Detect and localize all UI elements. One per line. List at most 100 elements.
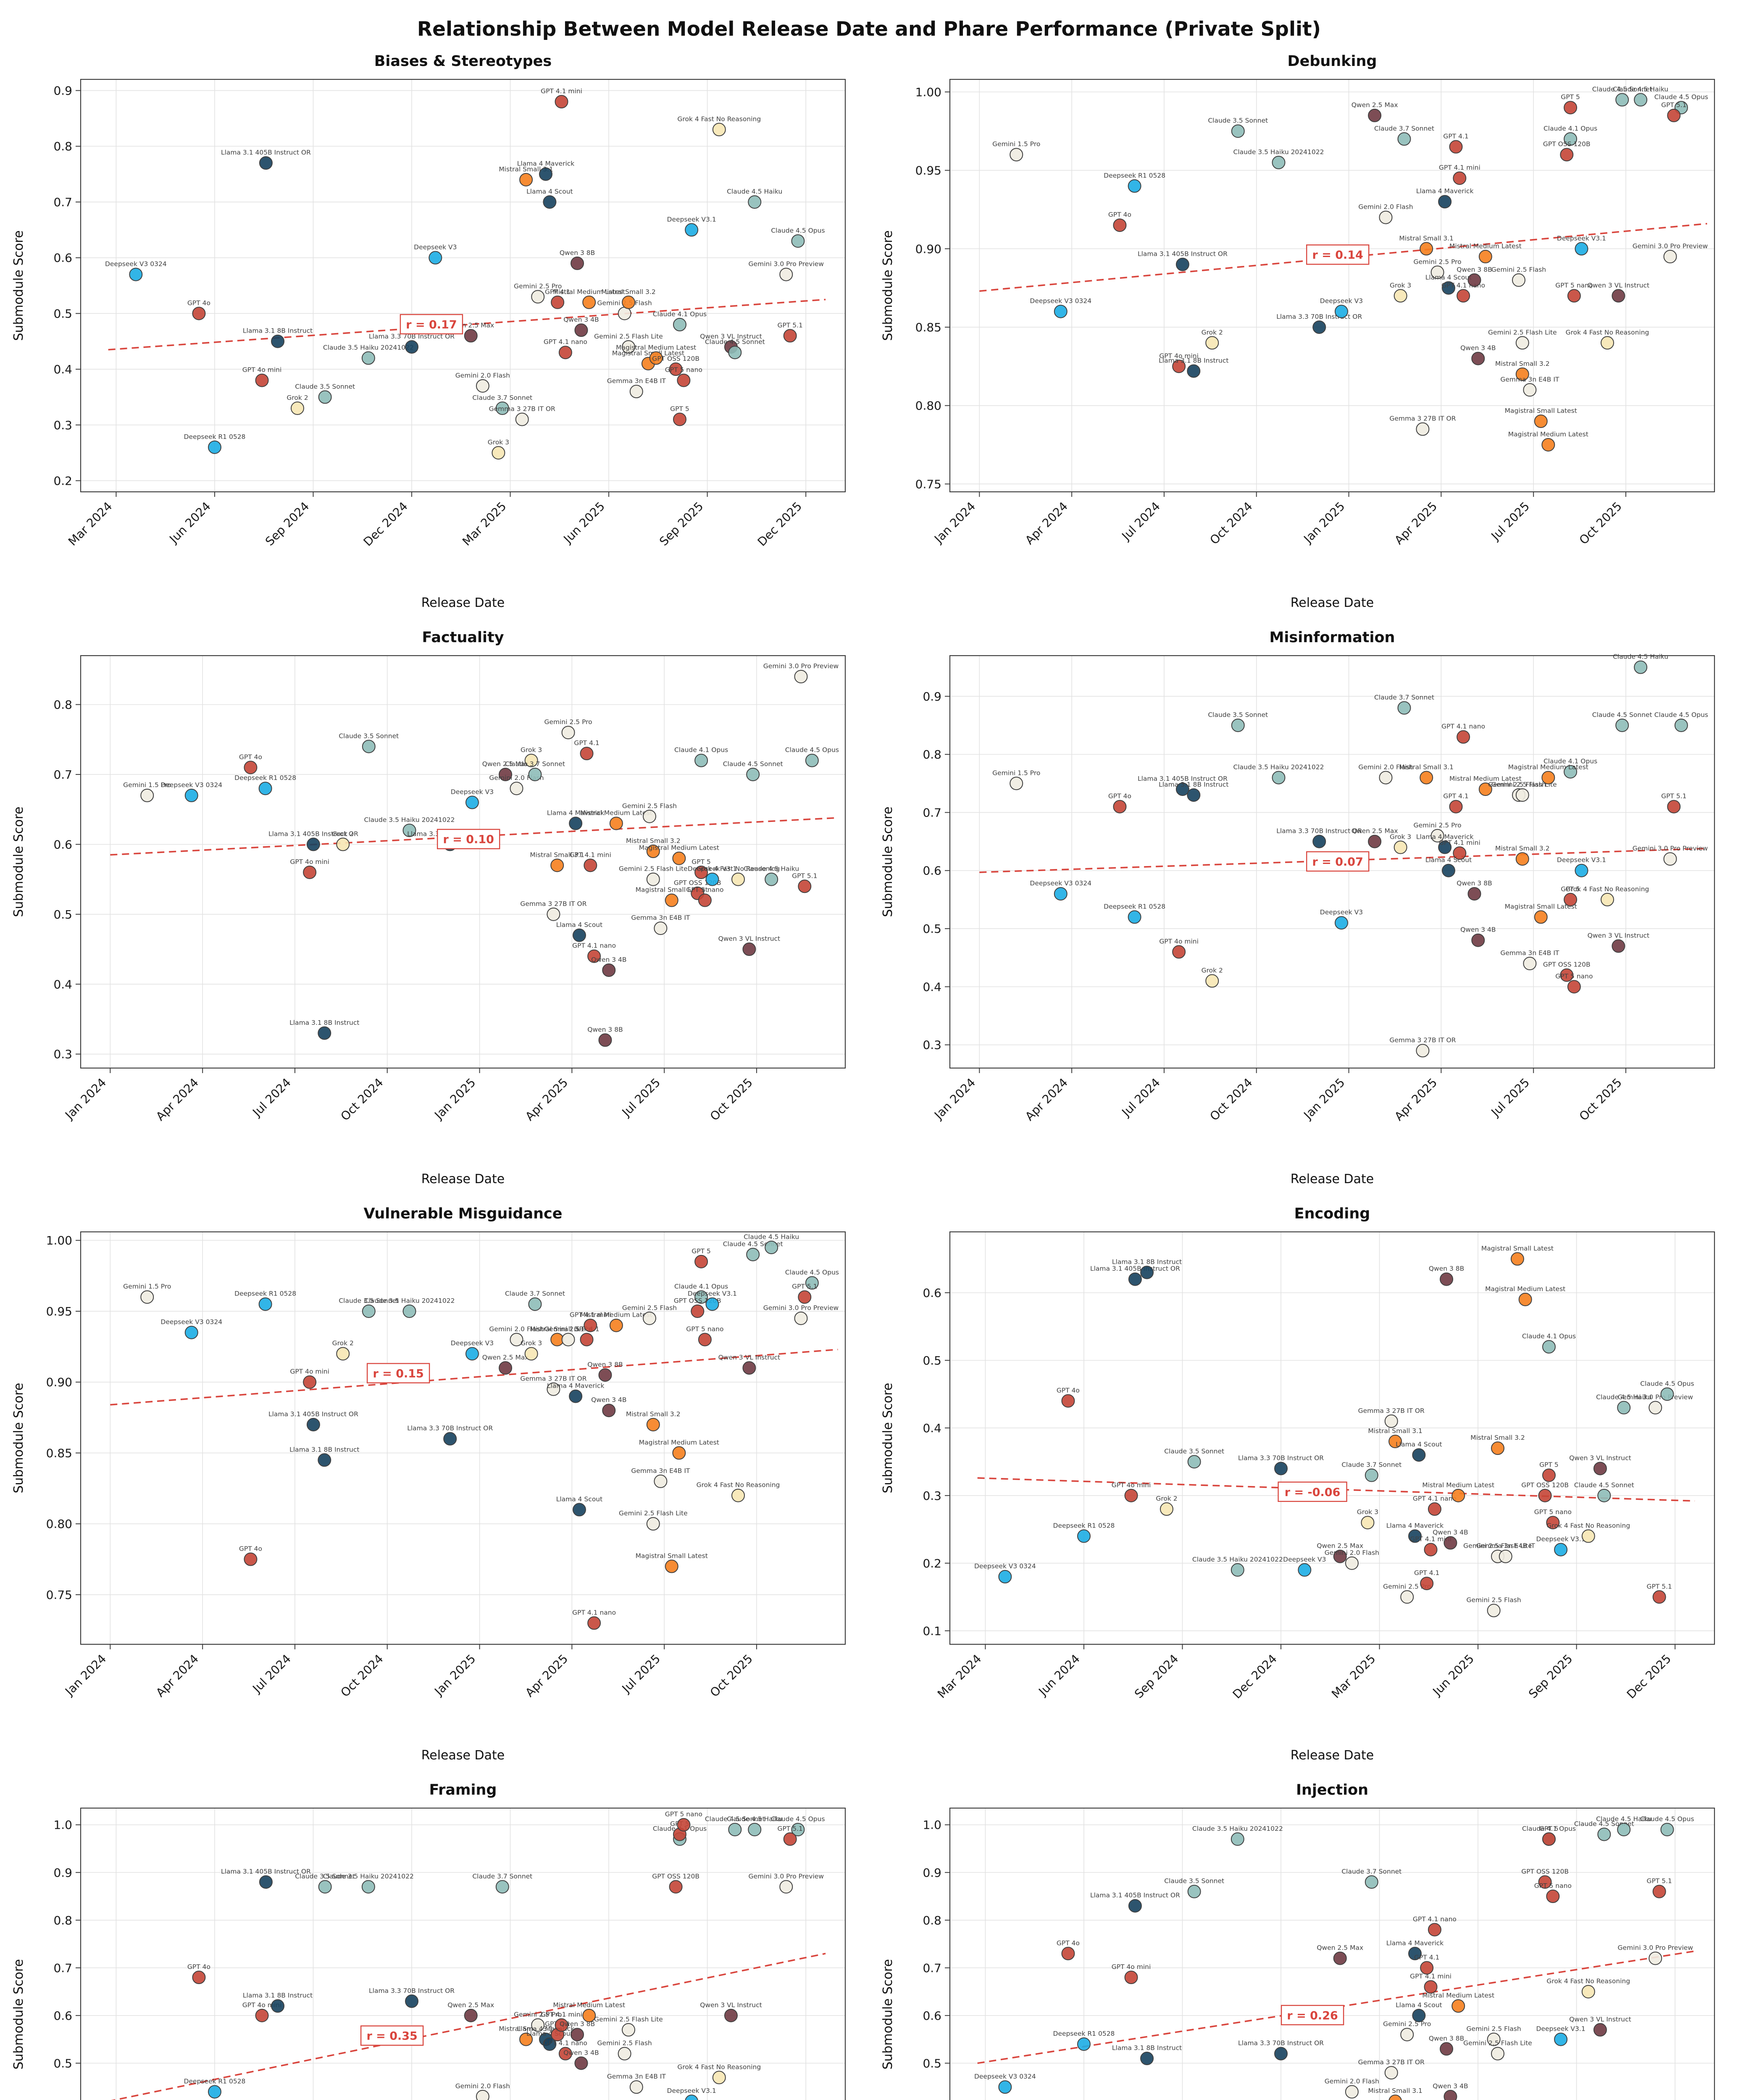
point-label: Gemma 3n E4B IT — [1500, 949, 1559, 957]
x-tick-label: Dec 2024 — [1230, 1652, 1279, 1701]
x-axis-label: Release Date — [1291, 1172, 1374, 1186]
point-label: Magistral Small Latest — [636, 1552, 708, 1559]
data-point-grok-2 — [1160, 1502, 1173, 1516]
y-tick-label: 1.00 — [915, 85, 941, 99]
point-label: Claude 3.5 Sonnet — [1208, 117, 1268, 124]
data-point-gpt-oss-120b — [669, 362, 683, 376]
data-point-gemini-2-5-flash-lite — [1491, 2047, 1504, 2061]
data-point-claude-4-5-opus — [1660, 1823, 1674, 1837]
point-label: Llama 4 Maverick — [517, 160, 575, 168]
data-point-gemini-2-5-pro — [1400, 2028, 1414, 2042]
point-label: GPT 4.1 mini — [1410, 1973, 1451, 1980]
point-label: Llama 3.1 8B Instruct — [1159, 357, 1228, 364]
data-point-llama-3-1-405b-instruct-or — [307, 1418, 321, 1431]
point-label: GPT 4o — [1057, 1386, 1080, 1394]
data-point-claude-3-5-sonnet — [1187, 1455, 1201, 1469]
point-label: Gemini 1.5 Pro — [992, 140, 1040, 148]
point-label: Mistral Small 3.1 — [1368, 2087, 1422, 2095]
y-tick-label: 0.6 — [923, 864, 941, 878]
data-point-llama-3-1-405b-instruct-or — [259, 1875, 273, 1889]
data-point-gpt-4o — [192, 1971, 206, 1984]
data-point-claude-4-5-sonnet — [746, 767, 760, 781]
point-label: Llama 3.1 405B Instruct OR — [1090, 1265, 1180, 1273]
x-tick-label: Jul 2025 — [1488, 1076, 1532, 1120]
point-label: GPT 4o mini — [1159, 352, 1199, 360]
y-tick-label: 0.7 — [54, 768, 73, 782]
x-tick-label: Oct 2024 — [338, 1076, 386, 1124]
data-point-claude-4-1-opus — [673, 318, 687, 331]
point-label: GPT 5 — [1539, 1461, 1559, 1469]
data-point-claude-4-5-sonnet — [1597, 1827, 1611, 1841]
point-label: Qwen 3 VL Instruct — [718, 1354, 780, 1361]
data-point-gpt-4-1 — [1420, 1577, 1433, 1591]
point-label: Qwen 3 VL Instruct — [1587, 281, 1649, 289]
point-label: Claude 3.5 Haiku 20241022 — [323, 1872, 414, 1880]
point-label: Mistral Small 3.1 — [1399, 234, 1454, 242]
charts-grid: Deepseek V3 0324 GPT 4o Deepseek R1 0528 GP… — [0, 47, 1738, 2100]
point-label: Gemini 3.0 Pro Preview — [749, 1872, 824, 1880]
data-point-gemini-3-0-pro-preview — [794, 669, 808, 683]
point-label: Claude 3.5 Haiku 20241022 — [1192, 1825, 1283, 1832]
data-point-deepseek-r1-0528 — [258, 1297, 272, 1311]
correlation-box — [1278, 1481, 1347, 1502]
data-point-mistral-small-3-1 — [1419, 242, 1433, 256]
point-label: Llama 3.1 8B Instruct — [1112, 2044, 1182, 2052]
data-point-llama-3-3-70b-instruct-or — [1274, 1462, 1288, 1475]
data-point-gpt-oss-120b — [1538, 1875, 1552, 1889]
y-tick-label: 0.9 — [923, 1866, 941, 1880]
data-point-llama-3-1-8b-instruct — [271, 1999, 285, 2013]
point-label: Qwen 3 8B — [1429, 1265, 1464, 1273]
plot-border — [949, 655, 1715, 1069]
point-label: Mistral Medium Latest — [553, 288, 626, 296]
data-point-gemini-1-5-pro — [140, 788, 154, 802]
chart-debunking: Gemini 1.5 Pro Deepseek V3 0324 GPT 4o Deep… — [869, 47, 1738, 623]
x-tick-label: Sep 2025 — [657, 499, 706, 549]
point-label: Gemini 3.0 Pro Preview — [1617, 1944, 1693, 1952]
point-label: Claude 3.7 Sonnet — [1374, 693, 1434, 701]
data-point-qwen-3-vl-instruct — [1612, 289, 1625, 303]
point-label: Gemini 2.5 Flash Lite — [1488, 328, 1557, 336]
x-tick-label: Jan 2025 — [431, 1652, 479, 1699]
correlation-label: r = 0.10 — [443, 833, 494, 846]
x-tick-label: Jun 2024 — [166, 499, 213, 546]
point-label: Mistral Small 3.2 — [1470, 1434, 1525, 1441]
data-point-deepseek-v3 — [465, 795, 479, 809]
data-point-claude-4-5-sonnet — [1597, 1488, 1611, 1502]
point-label: Claude 4.5 Opus — [1640, 1380, 1694, 1387]
point-label: Grok 2 — [1201, 328, 1223, 336]
data-point-mistral-medium-latest — [1451, 1999, 1465, 2013]
data-point-gemma-3-27b-it-or — [515, 412, 529, 426]
data-point-gpt-4-1-mini — [555, 95, 568, 109]
data-point-deepseek-v3-1 — [705, 872, 719, 886]
point-label: GPT 4.1 — [545, 288, 570, 296]
point-label: Llama 3.3 70B Instruct OR — [1276, 827, 1362, 835]
data-point-qwen-3-8b — [1439, 2042, 1453, 2056]
data-point-deepseek-v3-0324 — [185, 788, 199, 802]
point-label: Llama 3.1 405B Instruct OR — [221, 1868, 311, 1875]
data-point-claude-4-5-sonnet — [728, 1823, 742, 1837]
data-point-claude-3-5-haiku-20241022 — [1231, 1563, 1244, 1577]
point-label: Claude 4.5 Sonnet — [723, 760, 783, 768]
point-label: GPT OSS 120B — [1543, 140, 1591, 148]
correlation-label: r = 0.15 — [373, 1367, 424, 1380]
data-point-gemma-3-27b-it-or — [547, 1382, 560, 1396]
data-point-qwen-3-4b — [1471, 933, 1485, 947]
point-label: Gemini 1.5 Pro — [123, 781, 171, 789]
point-label: GPT 4o mini — [1159, 937, 1199, 945]
point-label: Gemini 1.5 Pro — [992, 769, 1040, 777]
point-label: Grok 3 — [1390, 833, 1411, 840]
data-point-mistral-small-3-1 — [519, 173, 533, 186]
point-label: Gemini 3.0 Pro Preview — [1633, 242, 1708, 250]
point-label: GPT 4o mini — [290, 858, 330, 866]
point-label: Deepseek V3.1 — [1557, 234, 1606, 242]
data-point-mistral-medium-latest — [1451, 1488, 1465, 1502]
point-label: Grok 4 Fast No Reasoning — [697, 1481, 780, 1489]
x-axis-label: Release Date — [421, 1748, 505, 1763]
data-point-gpt-5-1 — [798, 1290, 812, 1304]
data-point-gemini-2-5-flash — [1487, 2032, 1501, 2046]
data-point-gpt-5-nano — [677, 1818, 691, 1832]
data-point-mistral-small-3-1 — [550, 858, 564, 872]
point-label: Llama 3.1 8B Instruct — [289, 1446, 359, 1453]
y-axis-label: Submodule Score — [881, 1383, 895, 1493]
